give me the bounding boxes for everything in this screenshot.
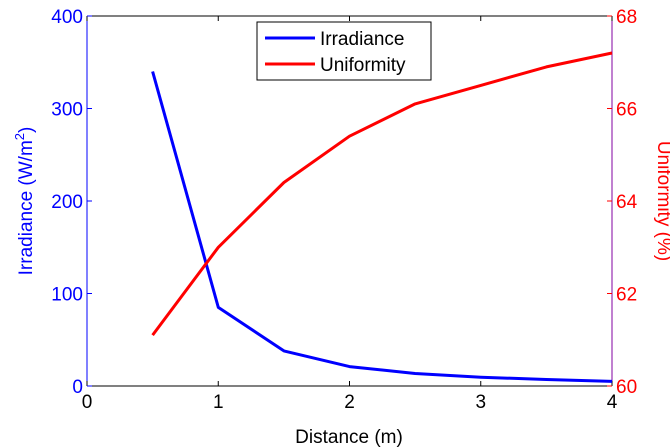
y-right-tick-label: 62 [616,285,637,306]
y-right-tick-label: 60 [616,377,637,398]
y-right-tick-label: 66 [616,100,637,121]
y-right-tick-label: 64 [616,192,638,213]
y-axis-right-label: Uniformity (%) [653,141,670,261]
ticks: 0 1 2 3 4 0 100 200 300 400 60 62 64 66 68 [51,7,637,413]
x-tick-label: 2 [344,392,355,413]
legend-label-uniformity: Uniformity [320,55,406,76]
x-tick-label: 0 [82,392,93,413]
x-axis-label: Distance (m) [295,427,403,447]
series-lines [151,51,613,383]
y-left-tick-label: 300 [51,100,83,121]
y-left-tick-label: 400 [51,7,83,28]
x-tick-label: 1 [213,392,224,413]
series-line-irradiance [151,71,613,383]
legend-label-irradiance: Irradiance [320,29,405,50]
legend-box [256,21,432,81]
y-left-tick-label: 200 [51,192,83,213]
y-axis-left-label: Irradiance (W/m2) [12,127,37,276]
series-line-uniformity [151,51,613,336]
x-tick-label: 4 [607,392,618,413]
y-right-tick-label: 68 [616,7,637,28]
x-tick-label: 3 [475,392,486,413]
y-left-tick-label: 100 [51,285,83,306]
y-left-tick-label: 0 [72,377,83,398]
legend: Irradiance Uniformity [256,21,432,81]
